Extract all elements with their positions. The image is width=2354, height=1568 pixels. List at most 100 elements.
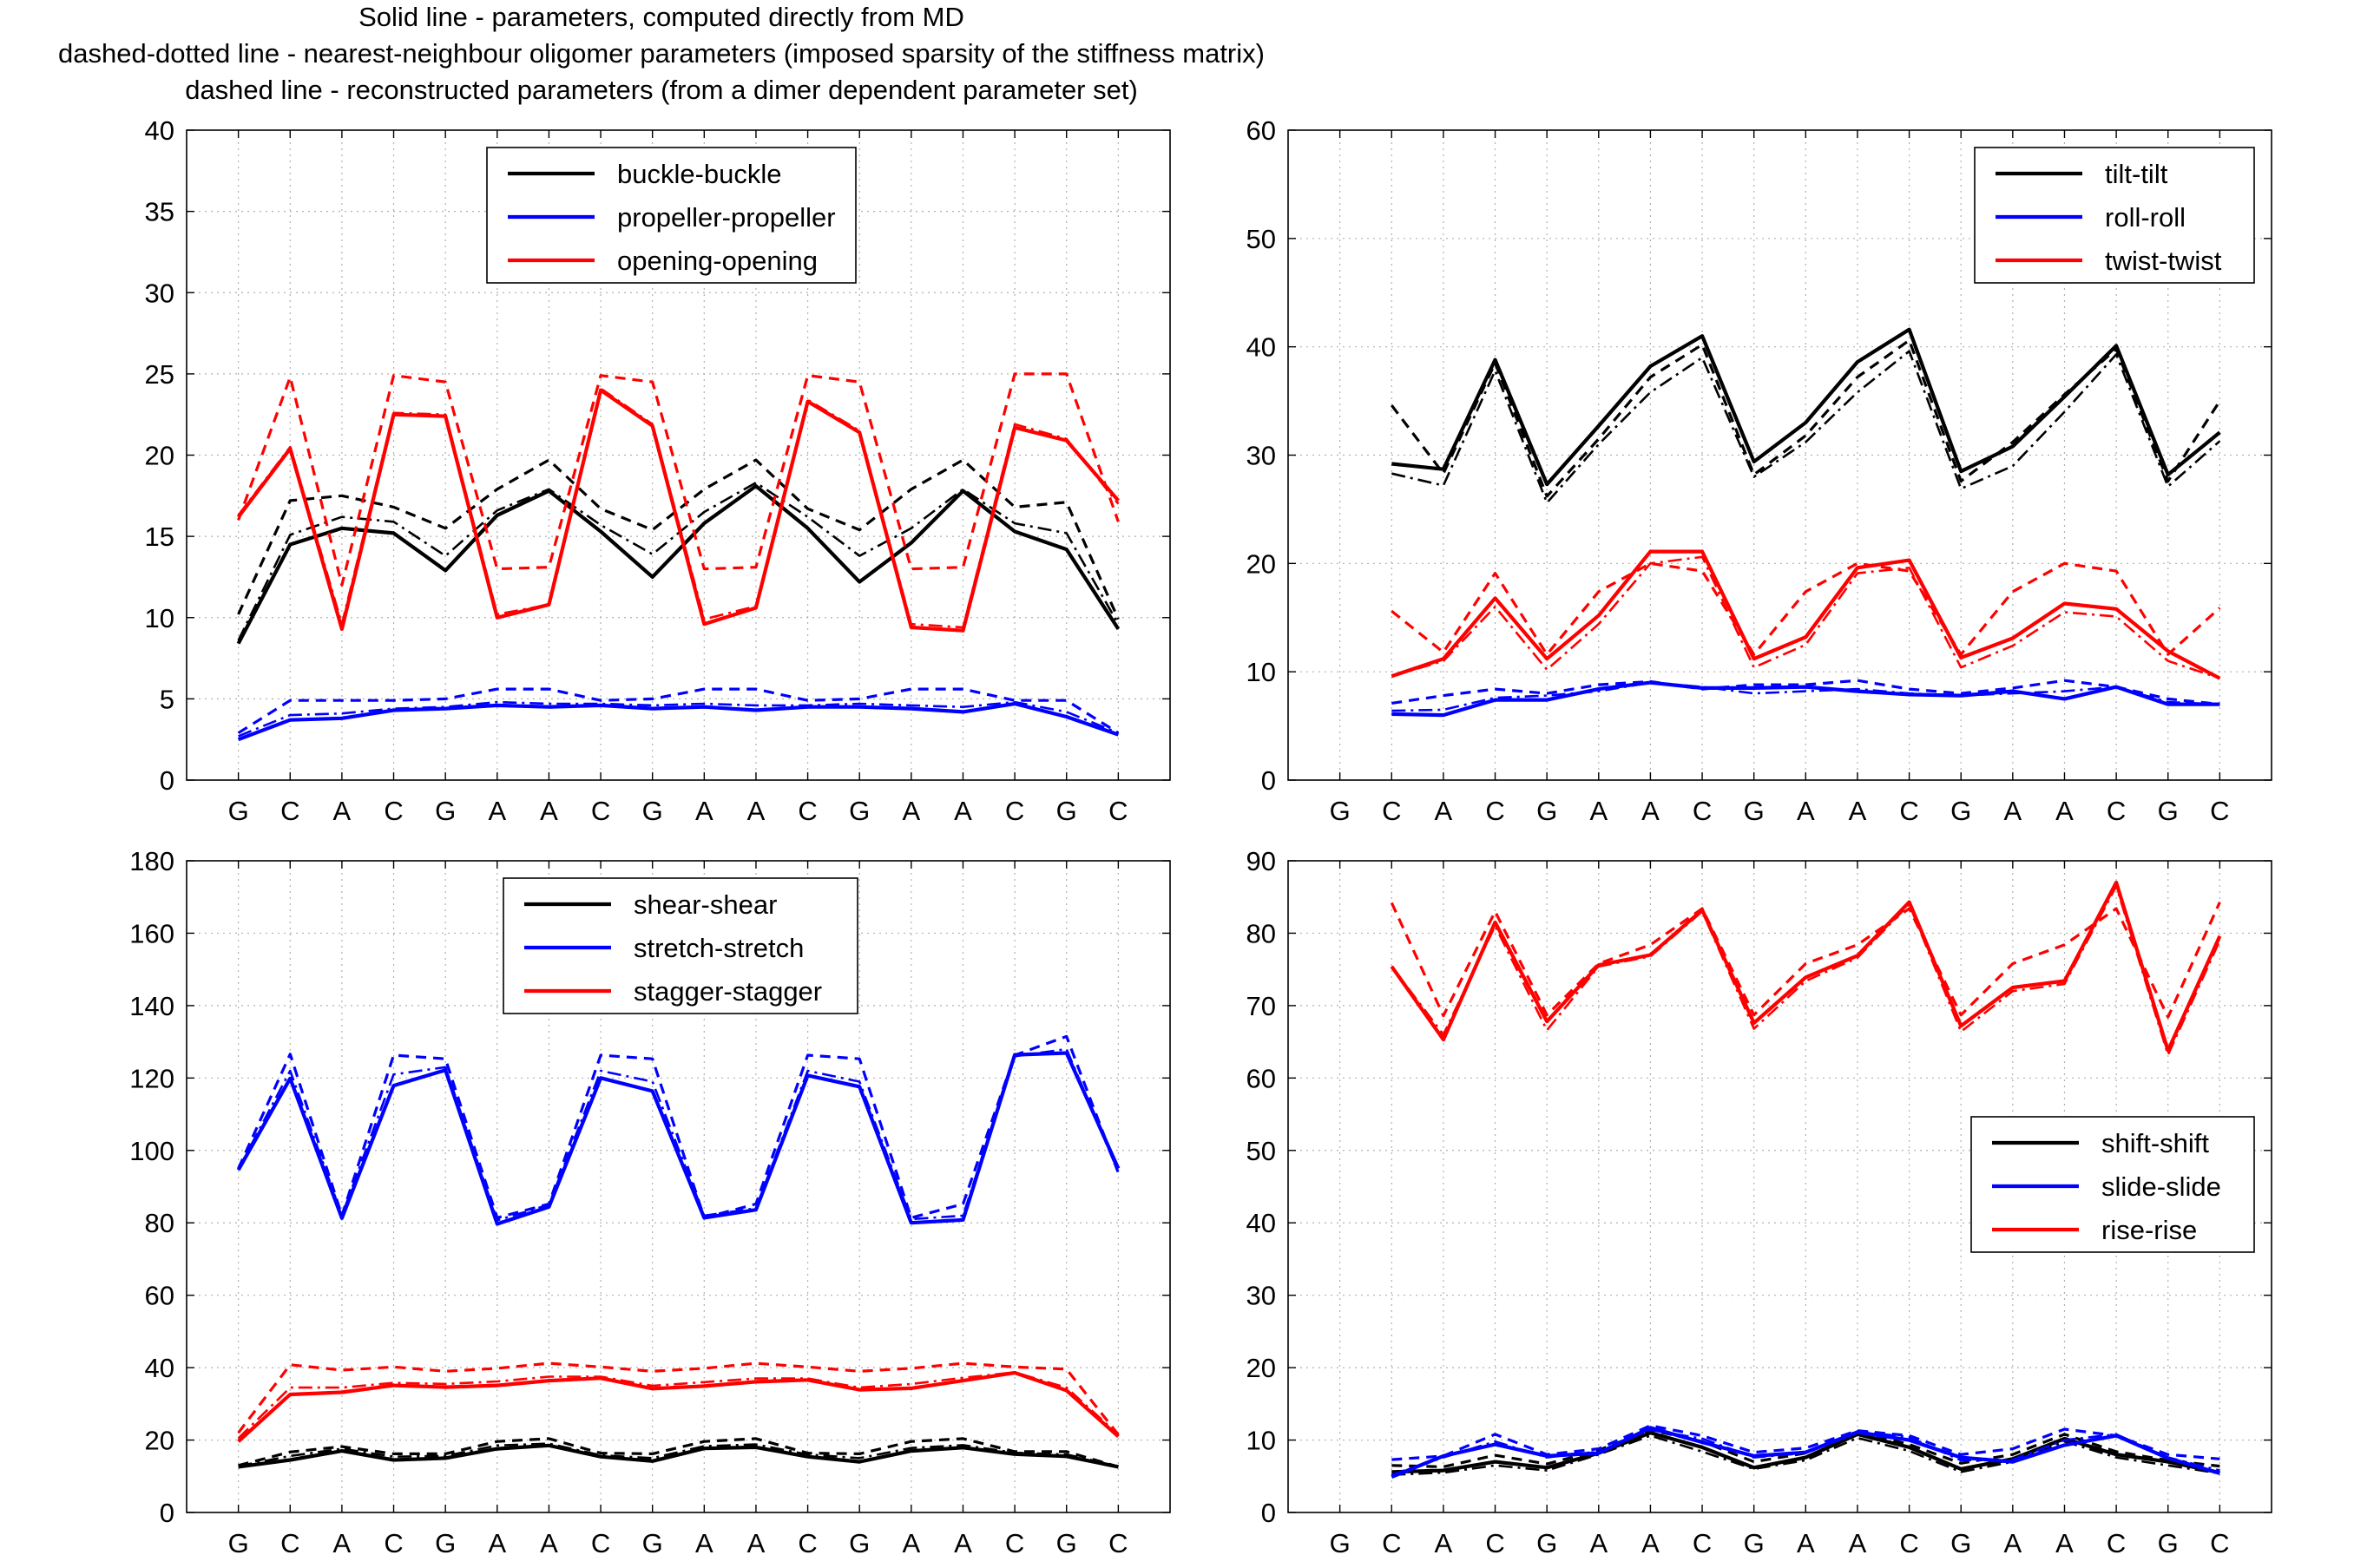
x-tick-label: C (1485, 796, 1504, 826)
x-tick-label: A (333, 796, 352, 826)
series-line-propeller-propeller-dashdot (238, 700, 1119, 738)
x-tick-label: C (1005, 796, 1024, 826)
legend-entry-shift-shift: shift-shift (2101, 1128, 2209, 1158)
x-tick-label: G (228, 796, 249, 826)
y-tick-label: 70 (1246, 991, 1276, 1021)
series-line-roll-roll-dashed (1391, 679, 2220, 706)
x-tick-label: C (1005, 1528, 1024, 1558)
y-tick-label: 120 (129, 1063, 174, 1093)
x-tick-label: G (2158, 796, 2179, 826)
y-tick-label: 180 (129, 846, 174, 876)
y-tick-label: 35 (145, 197, 174, 227)
series-line-rise-rise-dashed (1390, 901, 2221, 1019)
legend: shift-shift slide-slide rise-rise (1970, 1116, 2255, 1253)
y-tick-label: 80 (145, 1208, 174, 1238)
series-line-stretch-stretch-dashed (237, 1034, 1120, 1220)
title-line-2: dashed-dotted line - nearest-neighbour o… (58, 38, 1265, 69)
legend-entry-stretch-stretch: stretch-stretch (634, 933, 804, 963)
y-tick-label: 60 (145, 1281, 174, 1311)
x-tick-label: C (1108, 796, 1128, 826)
y-tick-label: 10 (145, 603, 174, 633)
x-tick-label: C (1693, 796, 1712, 826)
y-tick-label: 60 (1246, 1063, 1276, 1093)
series-line-shear-shear-dashed (238, 1437, 1119, 1468)
x-tick-label: C (384, 1528, 403, 1558)
series-line-propeller-propeller-dashed (237, 687, 1120, 735)
x-tick-label: G (1744, 796, 1765, 826)
x-tick-label: A (1589, 1528, 1608, 1558)
x-tick-label: C (1899, 1528, 1918, 1558)
series-line-slide-slide-solid (1391, 1426, 2220, 1479)
x-tick-label: C (1382, 1528, 1401, 1558)
series-line-shift-shift-dashdot (1391, 1434, 2220, 1476)
series-line-rise-rise-solid (1390, 880, 2222, 1053)
figure-title: Solid line - parameters, computed direct… (58, 2, 1265, 105)
x-tick-label: G (435, 796, 456, 826)
y-tick-label: 140 (129, 991, 174, 1021)
series-line-tilt-tilt-solid (1391, 327, 2221, 487)
x-tick-label: A (540, 796, 558, 826)
y-tick-label: 50 (1246, 224, 1276, 254)
y-tick-label: 20 (1246, 548, 1276, 579)
y-tick-label: 40 (1246, 1208, 1276, 1238)
y-tick-label: 0 (160, 765, 174, 796)
y-tick-label: 25 (145, 359, 174, 390)
legend-entry-tilt-tilt: tilt-tilt (2105, 159, 2168, 189)
x-tick-label: G (435, 1528, 456, 1558)
y-tick-label: 20 (1246, 1353, 1276, 1383)
series-line-twist-twist-solid (1391, 549, 2221, 680)
x-tick-label: A (954, 796, 972, 826)
series-line-roll-roll-dashdot (1391, 681, 2220, 712)
chart-bottom-left: 0 20 40 60 80 100 120 140 160 180 G C A C G A A C G A A C G A A C… (129, 846, 1171, 1558)
x-tick-label: A (954, 1528, 972, 1558)
x-tick-label: C (2107, 1528, 2126, 1558)
x-tick-label: A (695, 796, 713, 826)
x-tick-label: A (1435, 796, 1453, 826)
x-tick-label: G (642, 1528, 663, 1558)
series-line-twist-twist-dashed (1391, 561, 2221, 656)
title-line-3: dashed line - reconstructed parameters (… (185, 75, 1138, 105)
series-line-stretch-stretch-solid (236, 1051, 1121, 1226)
y-tick-label: 160 (129, 918, 174, 948)
x-tick-label: A (1797, 796, 1815, 826)
axes-frame (1287, 860, 2272, 1513)
series-line-buckle-buckle-dashdot (237, 481, 1120, 641)
series-line-shear-shear-solid (238, 1443, 1119, 1469)
x-tick-label: G (1056, 796, 1077, 826)
x-tick-label: A (747, 796, 766, 826)
y-tick-label: 20 (145, 1426, 174, 1456)
series-line-stagger-stagger-dashed (237, 1361, 1120, 1436)
legend: tilt-tilt roll-roll twist-twist (1974, 147, 2255, 284)
x-tick-label: G (849, 1528, 870, 1558)
x-tick-label: A (747, 1528, 766, 1558)
y-tick-label: 90 (1246, 846, 1276, 876)
x-tick-label: A (902, 1528, 920, 1558)
y-tick-label: 60 (1246, 115, 1276, 146)
y-tick-label: 80 (1246, 918, 1276, 948)
x-tick-label: G (2158, 1528, 2179, 1558)
x-tick-label: A (1849, 796, 1867, 826)
x-tick-label: A (1641, 1528, 1660, 1558)
x-tick-label: G (1536, 1528, 1557, 1558)
y-tick-label: 30 (145, 278, 174, 308)
y-tick-label: 15 (145, 522, 174, 552)
x-tick-label: C (2107, 796, 2126, 826)
x-tick-label: G (1056, 1528, 1077, 1558)
x-tick-label: A (1435, 1528, 1453, 1558)
x-tick-label: C (1899, 796, 1918, 826)
series-line-shift-shift-solid (1391, 1431, 2220, 1475)
series-line-twist-twist-dashdot (1391, 555, 2220, 679)
y-tick-label: 5 (160, 684, 174, 714)
x-tick-label: C (1382, 796, 1401, 826)
x-tick-label: G (1536, 796, 1557, 826)
y-tick-label: 40 (145, 1353, 174, 1383)
legend-entry-propeller-propeller: propeller-propeller (617, 202, 836, 233)
series-line-slide-slide-dashed (1391, 1424, 2220, 1461)
y-tick-label: 30 (1246, 1281, 1276, 1311)
x-tick-label: A (2003, 796, 2022, 826)
y-tick-label: 20 (145, 441, 174, 471)
series-line-buckle-buckle-solid (236, 483, 1121, 645)
x-tick-label: G (1950, 796, 1971, 826)
x-tick-label: C (280, 1528, 299, 1558)
